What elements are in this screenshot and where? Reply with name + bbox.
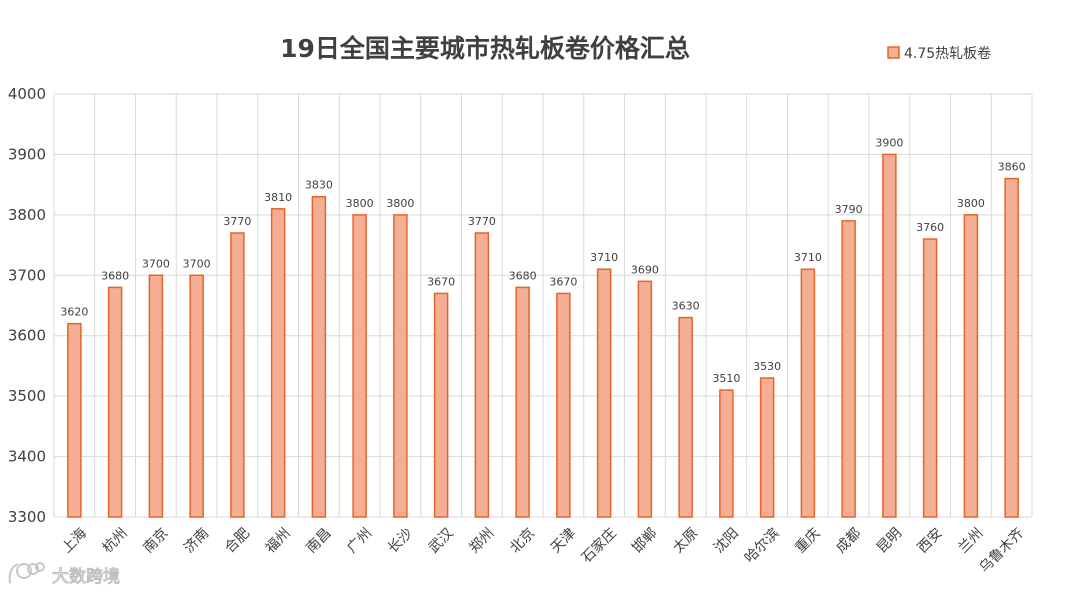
y-tick-label: 3900 — [8, 145, 46, 163]
x-tick-label: 重庆 — [792, 525, 823, 556]
legend-swatch — [887, 46, 900, 59]
x-tick-label: 邯郸 — [629, 525, 660, 556]
y-tick-label: 3500 — [8, 387, 46, 405]
bar — [841, 220, 856, 518]
legend: 4.75热轧板卷 — [887, 46, 991, 62]
x-tick-label: 兰州 — [955, 525, 986, 556]
data-label: 3700 — [142, 257, 170, 270]
bar — [148, 274, 164, 518]
data-label: 3530 — [753, 360, 781, 373]
bar — [1004, 177, 1019, 518]
bar — [433, 292, 449, 518]
x-tick-label: 天津 — [548, 525, 579, 556]
watermark: 大数跨境 — [8, 562, 121, 588]
data-label: 3700 — [183, 257, 211, 270]
data-label: 3760 — [916, 221, 944, 234]
bar — [963, 214, 979, 518]
bar — [596, 268, 612, 518]
bar — [393, 214, 408, 518]
x-tick-label: 沈阳 — [711, 525, 742, 556]
chart-title: 19日全国主要城市热轧板卷价格汇总 — [280, 34, 690, 63]
x-tick-label: 昆明 — [874, 525, 905, 556]
data-label: 3770 — [223, 215, 251, 228]
y-tick-label: 3800 — [8, 206, 46, 224]
bar — [922, 238, 938, 518]
bar — [270, 208, 286, 518]
x-tick-label: 哈尔滨 — [742, 525, 783, 566]
legend-label: 4.75热轧板卷 — [904, 46, 991, 62]
y-tick-label: 3600 — [8, 327, 46, 345]
bar — [67, 322, 82, 518]
data-label: 3680 — [509, 269, 537, 282]
data-label: 3810 — [264, 191, 292, 204]
bar — [556, 292, 571, 518]
x-tick-label: 郑州 — [466, 525, 497, 556]
bars — [67, 153, 1019, 518]
data-label: 3710 — [590, 251, 618, 264]
data-label: 3690 — [631, 263, 659, 276]
data-label: 3620 — [60, 306, 88, 319]
x-tick-label: 成都 — [833, 525, 864, 556]
data-label: 3800 — [386, 197, 414, 210]
data-label: 3710 — [794, 251, 822, 264]
y-tick-label: 4000 — [8, 85, 46, 103]
x-tick-label: 福州 — [263, 525, 294, 556]
watermark-text: 大数跨境 — [52, 567, 120, 587]
x-axis: 上海 杭州 南京 济南 合肥 福州 南昌 广州 长沙 武汉 郑州 北京 天津 石家庄 邯郸 太原 沈阳 哈尔滨 重庆… — [59, 525, 1027, 577]
x-tick-label: 上海 — [59, 525, 90, 556]
x-tick-label: 石家庄 — [578, 525, 620, 567]
x-tick-label: 乌鲁木齐 — [976, 525, 1027, 576]
bar — [230, 232, 245, 518]
data-label: 3900 — [875, 136, 903, 149]
y-tick-label: 3700 — [8, 266, 46, 284]
data-label: 3670 — [427, 275, 455, 288]
y-tick-label: 3300 — [8, 508, 46, 526]
x-tick-label: 杭州 — [100, 525, 131, 556]
x-tick-label: 合肥 — [222, 525, 253, 556]
data-label: 3830 — [305, 179, 333, 192]
data-labels: 3620 3680 3700 3700 3770 3810 3830 3800 3800 3670… — [60, 136, 1025, 385]
data-label: 3800 — [957, 197, 985, 210]
bar — [719, 389, 734, 518]
data-label: 3790 — [835, 203, 863, 216]
x-tick-label: 西安 — [915, 525, 946, 556]
data-label: 3680 — [101, 269, 129, 282]
gridlines — [53, 93, 1033, 518]
bar — [311, 195, 327, 518]
x-tick-label: 广州 — [344, 525, 375, 556]
bar — [189, 274, 204, 518]
x-tick-label: 南京 — [140, 525, 171, 556]
bar — [882, 153, 897, 518]
camera-logo-icon — [8, 562, 45, 584]
bar — [759, 377, 775, 518]
bar — [515, 286, 530, 518]
bar — [678, 316, 693, 518]
data-label: 3770 — [468, 215, 496, 228]
bar — [107, 286, 123, 518]
bar — [352, 214, 367, 518]
data-label: 3800 — [346, 197, 374, 210]
bar — [637, 280, 653, 518]
data-label: 3510 — [712, 372, 740, 385]
x-tick-label: 济南 — [181, 525, 212, 556]
x-tick-label: 北京 — [507, 525, 538, 556]
bar — [800, 268, 816, 518]
x-tick-label: 长沙 — [385, 525, 416, 556]
y-axis: 3300 3400 3500 3600 3700 3800 3900 4000 — [8, 85, 46, 526]
bar — [474, 232, 490, 518]
x-tick-label: 南昌 — [303, 525, 334, 556]
data-label: 3860 — [998, 161, 1026, 174]
x-tick-label: 武汉 — [426, 525, 457, 556]
data-label: 3630 — [672, 300, 700, 313]
y-tick-label: 3400 — [8, 448, 46, 466]
x-tick-label: 太原 — [670, 525, 701, 556]
data-label: 3670 — [549, 275, 577, 288]
